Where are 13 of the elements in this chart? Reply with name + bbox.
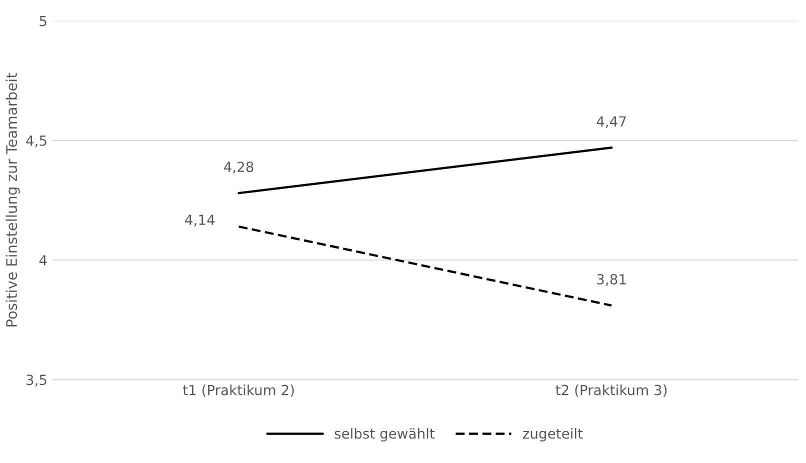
x-tick-label: t2 (Praktikum 3) xyxy=(556,384,667,397)
data-label: 3,81 xyxy=(597,274,626,286)
legend-label: selbst gewählt xyxy=(334,428,435,442)
y-tick-label: 4,5 xyxy=(26,136,46,148)
data-label: 4,28 xyxy=(224,162,254,174)
y-tick-label: 5 xyxy=(40,16,46,26)
y-tick-label: 4 xyxy=(39,255,47,266)
data-label: 4,14 xyxy=(185,214,215,226)
x-tick-label: t1 (Praktikum 2) xyxy=(182,384,294,397)
y-axis-title: Positive Einstellung zur Teamarbeit xyxy=(6,73,20,326)
y-tick-label: 3,5 xyxy=(26,374,46,387)
data-label: 4,47 xyxy=(596,116,626,128)
legend-label: zugeteilt xyxy=(522,428,583,442)
